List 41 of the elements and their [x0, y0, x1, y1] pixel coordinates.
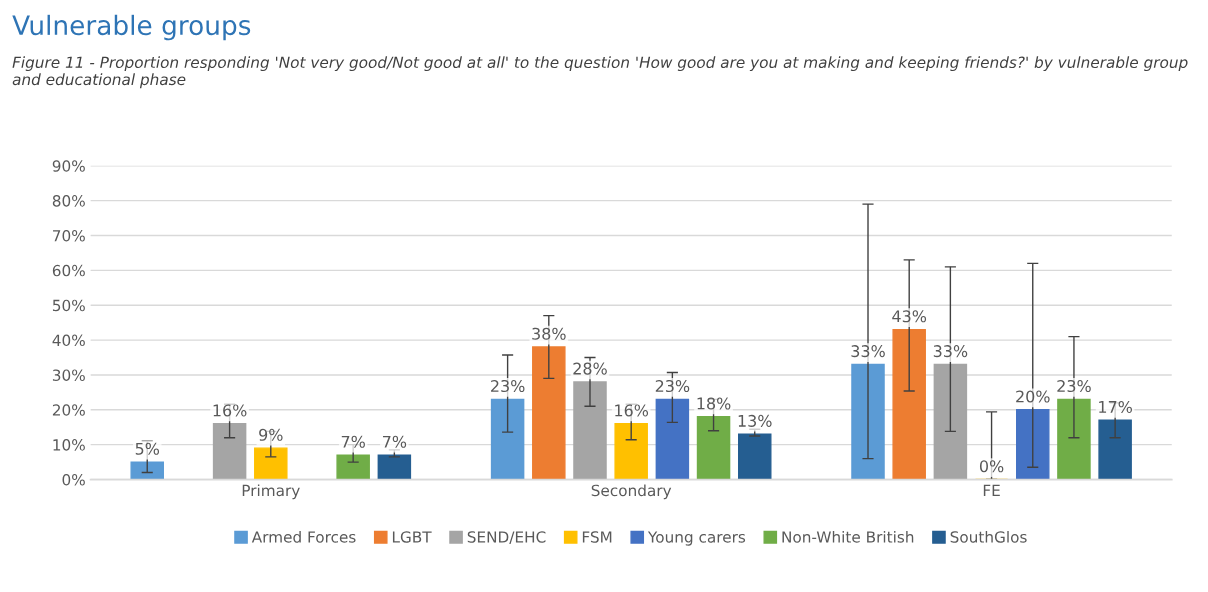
data-label: 0%: [979, 460, 1004, 473]
data-label: 20%: [1016, 390, 1050, 403]
y-tick-label: 60%: [52, 264, 85, 277]
y-tick-label: 40%: [52, 334, 85, 347]
data-label: 43%: [892, 310, 927, 323]
y-tick-label: 10%: [53, 439, 85, 451]
legend-label: Armed Forces: [251, 530, 356, 543]
data-label: 13%: [738, 414, 772, 427]
data-label: 38%: [532, 327, 566, 340]
y-tick-label: 50%: [52, 299, 85, 312]
data-label: 23%: [1057, 379, 1091, 393]
y-tick-label: 20%: [52, 404, 85, 416]
data-label: 33%: [933, 345, 968, 358]
chart-title: Vulnerable groups: [12, 14, 251, 41]
x-tick-label: Primary: [242, 484, 300, 500]
legend-label: Non-White British: [782, 530, 914, 543]
data-label: 23%: [491, 379, 525, 393]
data-label: 7%: [341, 435, 365, 448]
legend-label: SEND/EHC: [467, 531, 546, 544]
data-label: 17%: [1099, 400, 1132, 413]
data-label: 9%: [259, 428, 283, 441]
x-tick-label: Secondary: [591, 484, 672, 500]
data-label: 28%: [573, 362, 607, 375]
data-label: 7%: [383, 435, 407, 448]
chart-subtitle: Figure 11 - Proportion responding 'Not very good/Not good at all' to the question 'How good are you at making and keeping friends?' by vulnerable group and educational phase: [12, 56, 1188, 89]
data-label: 16%: [615, 404, 649, 417]
legend-label: LGBT: [392, 531, 432, 543]
y-tick-label: 90%: [52, 160, 85, 172]
data-label: 5%: [135, 442, 160, 455]
data-label: 16%: [213, 404, 247, 417]
data-label: 33%: [851, 345, 885, 358]
y-tick-label: 80%: [52, 195, 85, 207]
legend-label: SouthGlos: [950, 530, 1027, 543]
y-tick-label: 70%: [53, 229, 85, 242]
y-tick-label: 30%: [52, 369, 85, 381]
y-tick-label: 0%: [62, 473, 85, 486]
legend-label: FSM: [582, 531, 612, 543]
legend-label: Young carers: [647, 531, 746, 546]
x-tick-label: FE: [983, 484, 1000, 496]
data-label: 18%: [697, 397, 731, 410]
data-label: 23%: [655, 379, 690, 393]
